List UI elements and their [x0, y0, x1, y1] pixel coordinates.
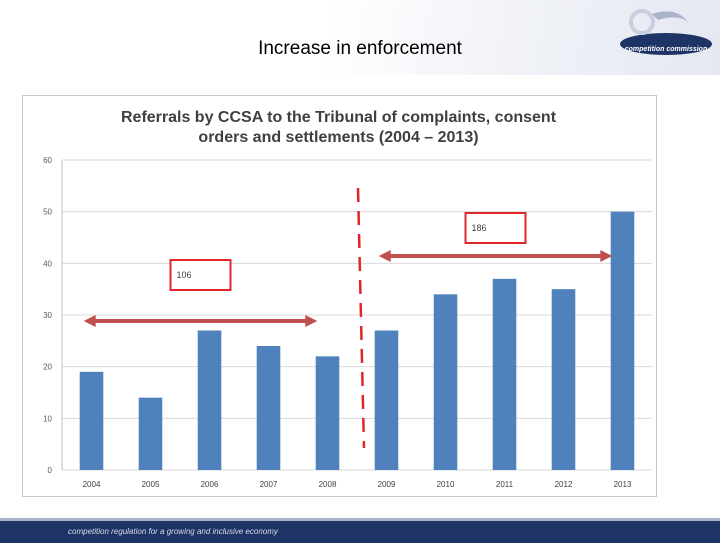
total-label: 186	[472, 223, 487, 233]
y-tick-label: 30	[43, 311, 52, 320]
bar-2009	[374, 330, 399, 470]
period-divider	[356, 187, 366, 449]
chart-title: Referrals by CCSA to the Tribunal of com…	[22, 108, 655, 148]
x-tick-label: 2013	[614, 480, 632, 489]
chart-frame	[22, 95, 657, 497]
x-tick-label: 2006	[201, 480, 219, 489]
y-tick-label: 60	[43, 156, 52, 165]
total-box	[169, 259, 232, 291]
x-tick-label: 2010	[437, 480, 455, 489]
bar-2011	[492, 278, 517, 470]
x-tick-label: 2008	[319, 480, 337, 489]
bar-2006	[197, 330, 222, 470]
bar-2007	[256, 346, 281, 470]
x-tick-label: 2011	[496, 480, 514, 489]
header-band	[0, 0, 720, 75]
bar-2008	[315, 356, 340, 470]
span-arrow-left-head	[83, 315, 96, 327]
x-tick-label: 2004	[83, 480, 101, 489]
total-box	[464, 212, 527, 244]
x-tick-label: 2009	[378, 480, 396, 489]
x-tick-label: 2005	[142, 480, 160, 489]
span-arrow-right-head	[600, 250, 613, 262]
chart-title-line-2: orders and settlements (2004 – 2013)	[198, 129, 479, 146]
y-tick-label: 40	[43, 259, 52, 268]
bar-2004	[79, 371, 104, 470]
span-arrow-left-head	[378, 250, 391, 262]
footer-tagline: competition regulation for a growing and…	[68, 527, 278, 536]
span-arrow-right-head	[305, 315, 318, 327]
total-label: 106	[177, 270, 192, 280]
y-tick-label: 50	[43, 208, 52, 217]
slide-title: Increase in enforcement	[258, 38, 462, 59]
bar-2010	[433, 294, 458, 470]
footer-bar: competition regulation for a growing and…	[0, 518, 720, 543]
bar-2005	[138, 397, 163, 470]
logo-text: competition commission	[624, 46, 708, 53]
y-tick-label: 0	[48, 466, 53, 475]
y-tick-label: 20	[43, 363, 52, 372]
bar-2012	[551, 289, 576, 470]
x-tick-label: 2012	[555, 480, 573, 489]
chart-title-line-1: Referrals by CCSA to the Tribunal of com…	[120, 109, 557, 126]
competition-commission-logo: competition commission	[618, 8, 714, 68]
bar-2013	[610, 211, 635, 470]
y-tick-label: 10	[43, 414, 52, 423]
x-tick-label: 2007	[260, 480, 278, 489]
